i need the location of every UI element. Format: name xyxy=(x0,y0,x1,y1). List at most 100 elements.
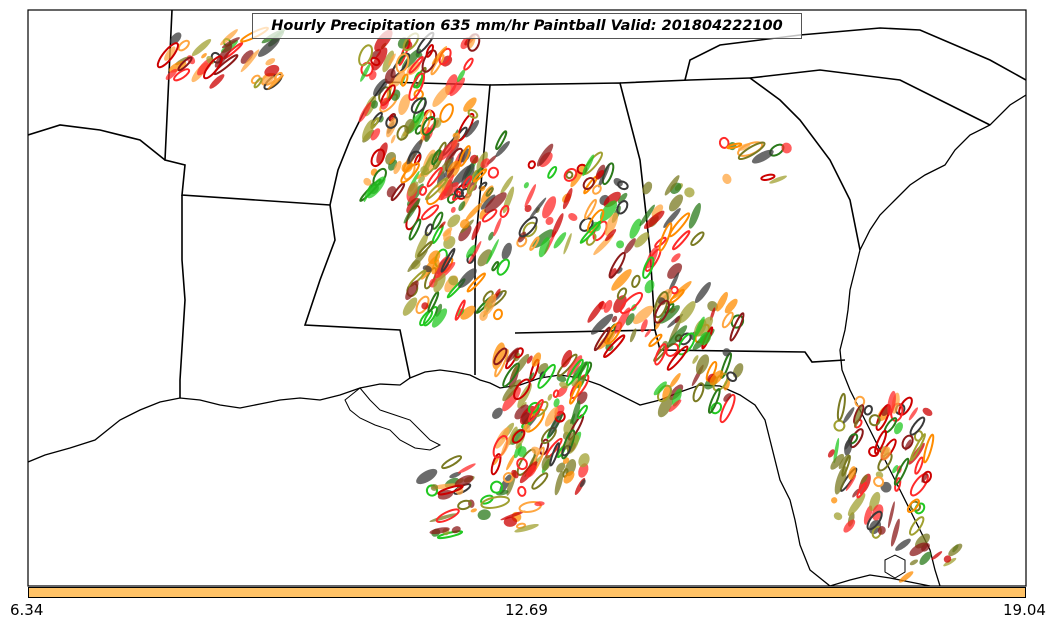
precip-blob xyxy=(609,268,617,279)
precip-blob xyxy=(541,454,552,471)
precip-blob xyxy=(709,370,724,386)
precip-blob xyxy=(526,355,533,364)
precip-blob xyxy=(914,456,924,475)
colorbar-tick-max: 19.04 xyxy=(1003,601,1046,619)
precip-blob xyxy=(616,287,628,300)
precip-blob xyxy=(613,295,627,313)
precip-blob xyxy=(769,175,787,184)
precip-blob xyxy=(833,512,843,521)
florida-south-coast xyxy=(829,574,931,586)
precip-blob xyxy=(177,56,193,72)
border-la-ms xyxy=(303,204,411,379)
precip-blob xyxy=(556,462,566,473)
precip-blob xyxy=(890,518,900,547)
precip-blob xyxy=(438,139,458,161)
precip-blob xyxy=(678,301,696,324)
precip-blob xyxy=(502,387,521,412)
precip-blob xyxy=(901,434,914,450)
precip-blob xyxy=(625,313,635,326)
precip-blob xyxy=(468,240,482,264)
precip-blob xyxy=(674,315,681,324)
precip-blob xyxy=(658,222,673,252)
precip-blob xyxy=(856,481,868,499)
precip-blob xyxy=(201,53,207,59)
precip-blob xyxy=(408,269,427,288)
precip-blob xyxy=(548,410,564,438)
precip-blob xyxy=(568,213,578,221)
precip-blob xyxy=(502,362,520,388)
map-frame xyxy=(27,9,1027,587)
precip-blob xyxy=(493,217,502,237)
precip-blob xyxy=(590,313,614,335)
precip-blob xyxy=(390,134,396,144)
precip-blob xyxy=(559,381,569,389)
precip-blob xyxy=(438,182,459,201)
precip-blob xyxy=(887,501,895,529)
precip-blob xyxy=(451,526,461,534)
precip-blob xyxy=(450,206,456,213)
precip-blob xyxy=(863,505,873,525)
precip-blob xyxy=(485,187,494,197)
precip-blob xyxy=(465,202,483,221)
precip-blob xyxy=(467,108,479,119)
precip-blob xyxy=(173,68,191,82)
precip-blob xyxy=(164,46,176,61)
precip-blob xyxy=(565,170,574,180)
precip-blob xyxy=(547,165,558,179)
precip-blob xyxy=(457,463,476,474)
border-al-fl xyxy=(514,329,656,334)
precip-blob xyxy=(847,493,866,516)
precip-blob xyxy=(437,484,464,496)
precip-blob xyxy=(419,309,434,327)
precip-blob xyxy=(523,182,529,189)
precip-blob xyxy=(506,454,516,471)
precip-blob xyxy=(517,446,527,457)
precip-blob xyxy=(406,139,423,165)
precip-blob xyxy=(454,299,466,321)
precip-blob xyxy=(537,363,556,389)
precip-blob xyxy=(458,225,472,242)
precip-blob xyxy=(845,474,857,491)
precip-blob xyxy=(435,303,443,317)
precip-blob xyxy=(490,480,504,494)
precip-blob xyxy=(220,29,238,46)
precip-blob xyxy=(449,471,462,479)
precip-blob xyxy=(579,220,602,244)
precip-blob xyxy=(384,68,396,85)
precip-blob xyxy=(514,523,539,533)
precip-blob xyxy=(860,474,868,485)
precip-blob xyxy=(830,453,845,470)
precip-blob xyxy=(664,175,680,196)
precip-blob xyxy=(372,47,388,71)
precip-blob xyxy=(587,300,604,323)
precip-blob xyxy=(495,130,508,151)
precip-blob xyxy=(437,176,451,194)
precip-blob xyxy=(898,396,913,416)
precip-blob xyxy=(494,427,510,449)
precip-blob xyxy=(471,221,482,241)
precip-blob xyxy=(694,316,705,337)
precip-blob xyxy=(672,230,691,251)
precip-blob xyxy=(921,470,932,484)
precip-blob xyxy=(603,191,621,208)
colorbar xyxy=(28,587,1026,598)
precip-blob xyxy=(898,571,914,583)
precip-blob xyxy=(616,200,629,215)
precip-blob xyxy=(617,180,629,191)
precip-blob xyxy=(500,435,512,456)
precip-blob xyxy=(671,253,681,263)
precip-blob xyxy=(852,488,860,498)
precip-blob xyxy=(578,463,589,478)
precip-blob xyxy=(410,97,427,114)
precip-blob xyxy=(514,404,529,420)
precip-blob xyxy=(400,73,409,87)
precip-blob xyxy=(439,221,446,229)
precip-blob xyxy=(614,307,631,334)
precip-blob xyxy=(454,475,474,488)
precip-blob xyxy=(500,510,526,521)
precip-blob xyxy=(603,299,613,313)
precip-blob xyxy=(458,268,477,288)
precip-blob xyxy=(414,231,429,259)
precip-blob xyxy=(380,97,390,110)
precip-blob xyxy=(605,229,617,242)
